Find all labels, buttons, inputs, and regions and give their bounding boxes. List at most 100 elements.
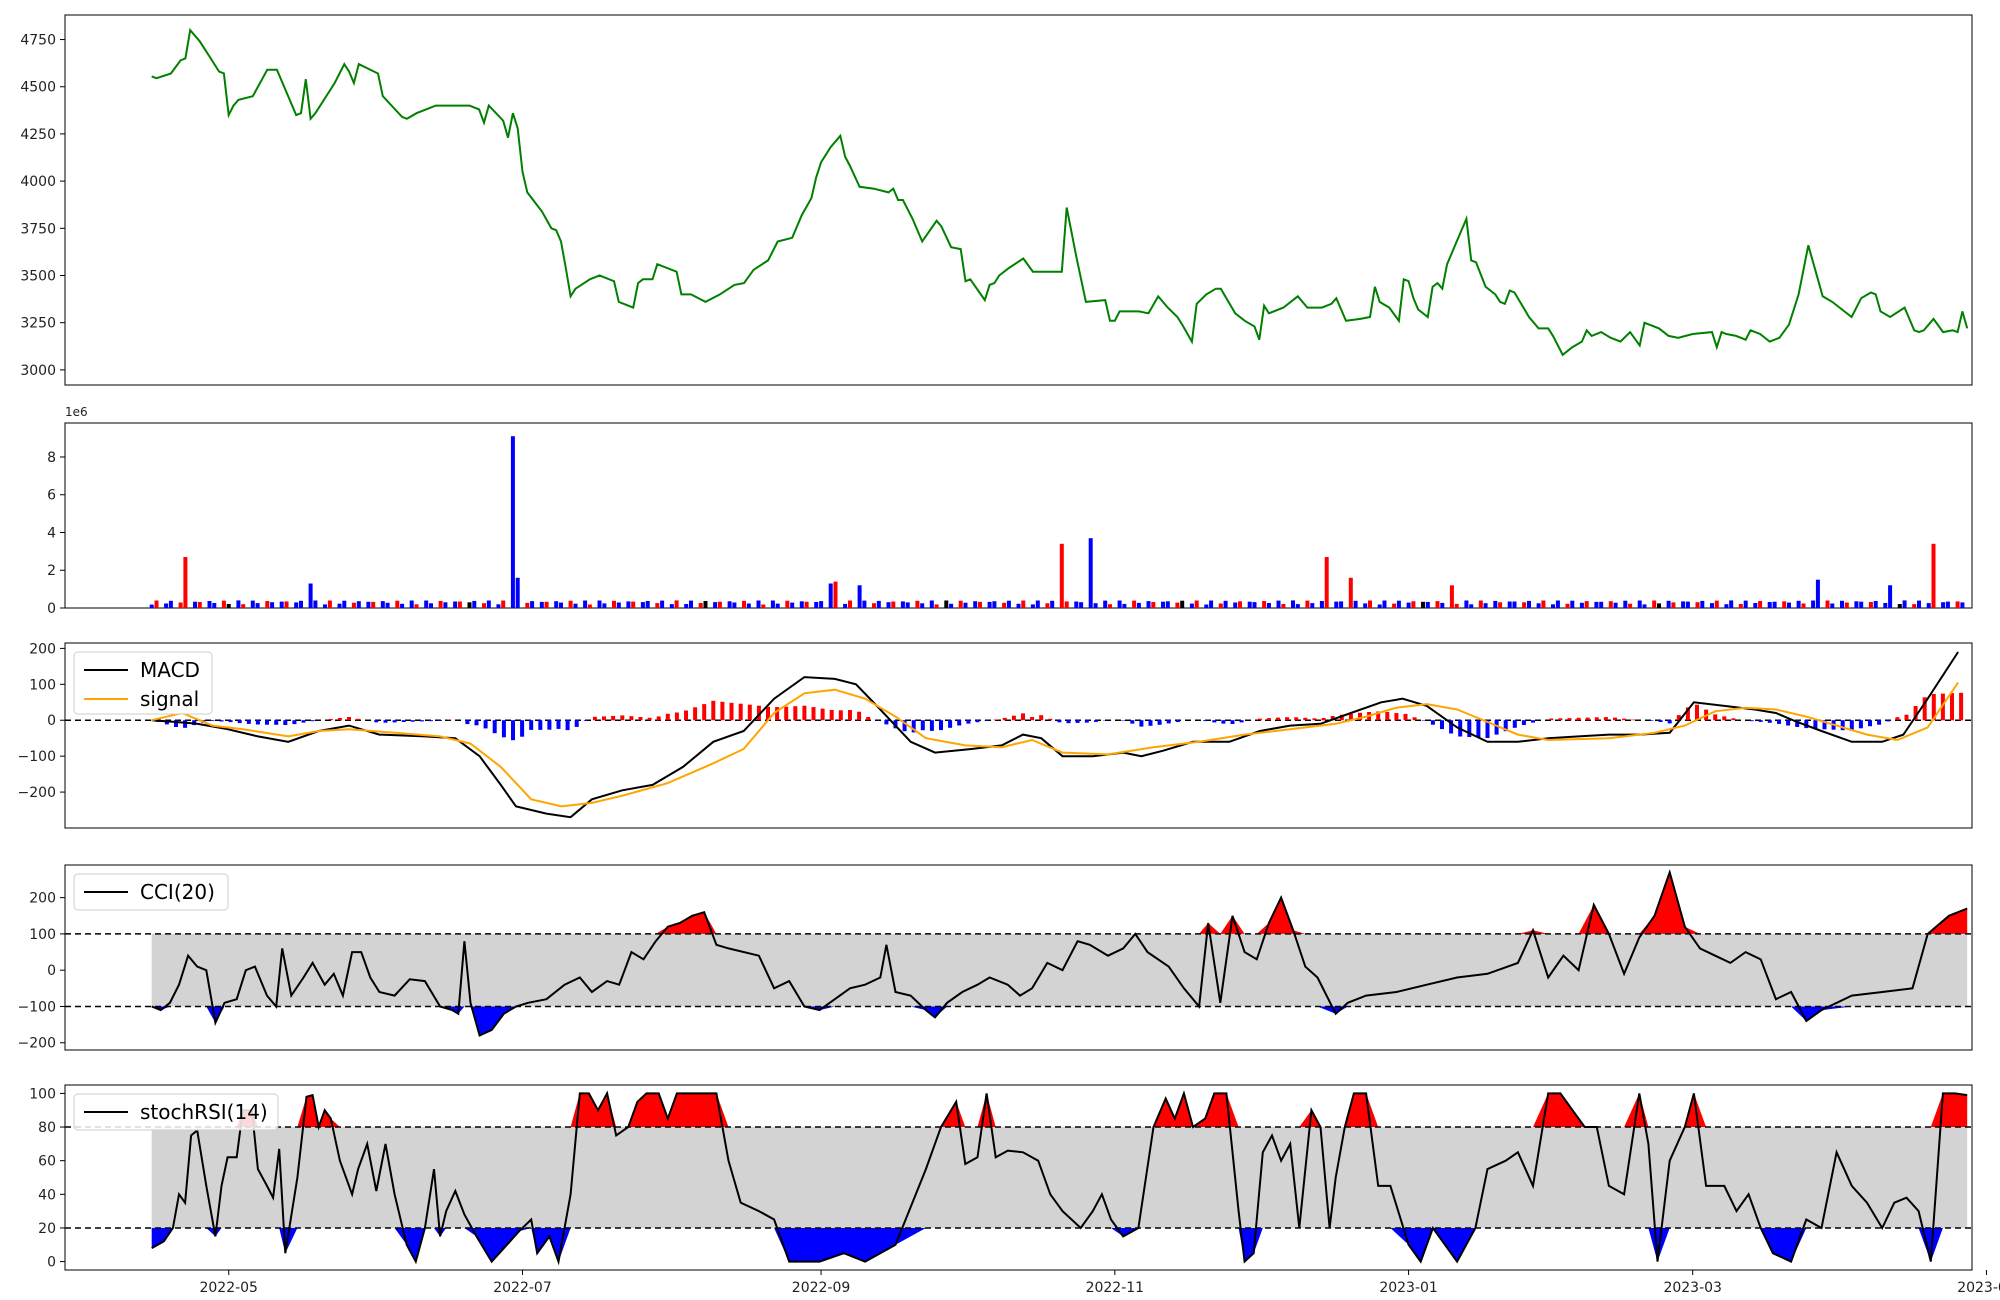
y-tick-label: 20	[38, 1221, 56, 1237]
volume-bar	[1738, 604, 1743, 608]
volume-bar	[1454, 603, 1459, 608]
volume-bar	[270, 602, 275, 608]
neutral-band	[151, 933, 1968, 1007]
macd-histogram-bar	[1276, 717, 1280, 721]
macd-histogram-bar	[255, 720, 260, 725]
volume-bar	[915, 600, 920, 608]
macd-histogram-bar	[1795, 720, 1800, 727]
volume-bar	[1767, 602, 1772, 608]
cci-legend-box	[73, 873, 229, 911]
price-line	[151, 27, 1969, 357]
volume-bar	[414, 604, 419, 608]
volume-bar	[323, 604, 327, 608]
macd-histogram-bar	[1139, 720, 1144, 727]
macd-histogram-bar	[1858, 720, 1863, 729]
volume-bar	[1840, 600, 1844, 608]
macd-histogram-bar	[1494, 720, 1499, 735]
volume-bar	[1637, 600, 1642, 608]
macd-histogram-bar	[638, 717, 643, 721]
oversold-fill	[151, 1006, 1968, 1036]
x-tick-label: 2023-01	[1379, 1280, 1438, 1296]
volume-bar	[626, 601, 631, 608]
volume-bar	[1941, 602, 1946, 608]
macd-histogram-bar	[583, 720, 588, 721]
volume-bar	[1035, 600, 1040, 608]
volume-bar	[944, 600, 949, 608]
volume-bar	[857, 585, 862, 608]
macd-histogram-bar	[1940, 693, 1945, 721]
macd-histogram-bar	[265, 720, 269, 725]
volume-bar	[746, 603, 751, 608]
x-axis-ticks: 2022-05 2022-07 2022-09 2022-11 2023-01 2023-…	[199, 1270, 2000, 1296]
macd-histogram-bar	[620, 715, 625, 721]
macd-histogram-bar	[1440, 720, 1444, 730]
macd-histogram-bar	[1786, 720, 1791, 726]
macd-histogram-bar	[574, 720, 579, 727]
macd-histogram-bar	[866, 717, 871, 721]
macd-histogram-bar	[674, 712, 679, 721]
volume-bar	[342, 600, 347, 608]
volume-bar	[886, 602, 891, 608]
volume-bar	[929, 600, 934, 608]
volume-bar	[1435, 601, 1440, 608]
x-tick-label: 2023-05	[1957, 1280, 2000, 1296]
x-tick-label: 2022-09	[792, 1280, 851, 1296]
volume-bar	[467, 602, 472, 608]
macd-histogram-bar	[1285, 717, 1290, 721]
macd-histogram-bar	[210, 720, 215, 721]
volume-bar	[1180, 600, 1185, 608]
volume-bar	[819, 601, 824, 608]
macd-legend-macd: MACD	[140, 658, 200, 682]
volume-bar	[689, 600, 693, 608]
macd-plot	[65, 651, 1972, 819]
volume-bar	[1016, 603, 1021, 608]
volume-bar	[429, 603, 433, 608]
macd-histogram-bar	[283, 720, 288, 725]
volume-bar	[1421, 601, 1425, 608]
macd-histogram-bar	[993, 719, 998, 721]
macd-axes-frame	[64, 642, 1973, 829]
macd-histogram-bar	[347, 717, 351, 721]
x-tick-label: 2022-05	[199, 1280, 258, 1296]
macd-histogram-bar	[929, 720, 934, 731]
y-tick-label: 6	[47, 488, 56, 504]
macd-histogram-bar	[1549, 718, 1554, 721]
macd-histogram-bar	[1713, 714, 1718, 721]
volume-bar	[1377, 604, 1382, 608]
volume-bar	[703, 601, 708, 608]
volume-bar	[226, 604, 231, 608]
macd-histogram-bar	[501, 720, 506, 738]
volume-bar	[573, 603, 578, 608]
price-axes-frame	[64, 14, 1973, 386]
macd-histogram-bar	[784, 706, 789, 721]
y-tick-label: 4	[47, 525, 56, 541]
y-tick-label: 3500	[20, 269, 56, 285]
volume-bar	[1368, 600, 1372, 608]
volume-bar	[1117, 600, 1122, 608]
volume-bar	[1392, 603, 1397, 608]
price-y-ticks: 3000 3250 3500 3750 4000 4250 4500 4750	[20, 33, 65, 379]
macd-histogram-bar	[820, 708, 825, 721]
volume-bar	[1103, 600, 1108, 608]
volume-bar	[862, 600, 867, 608]
volume-bar	[1469, 604, 1474, 608]
volume-bar	[1551, 604, 1555, 608]
macd-histogram-bar	[419, 720, 424, 722]
price-panel: 3000 3250 3500 3750 4000 4250 4500 4750	[20, 14, 1973, 386]
macd-histogram-bar	[775, 707, 780, 721]
volume-bar	[973, 601, 978, 608]
volume-bar	[804, 601, 809, 608]
volume-bar	[1584, 601, 1589, 608]
macd-histogram-bar	[374, 720, 379, 723]
macd-histogram-bar	[1157, 720, 1162, 725]
volume-bar	[1628, 603, 1633, 608]
volume-bar	[559, 602, 563, 608]
macd-histogram-bar	[1239, 720, 1244, 723]
volume-bar	[1238, 601, 1242, 608]
volume-bar	[1960, 602, 1965, 608]
volume-bar	[1527, 600, 1531, 608]
cci-panel: −200 −100 0 100 200 CCI(20)	[18, 864, 1973, 1052]
macd-histogram-bar	[1503, 720, 1508, 732]
volume-bar	[1324, 557, 1329, 608]
macd-histogram-bar	[1449, 720, 1454, 734]
